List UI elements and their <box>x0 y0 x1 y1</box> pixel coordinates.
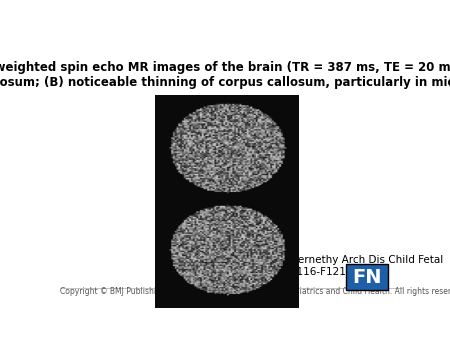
Text: R W I Cooke, and L J Abernethy Arch Dis Child Fetal
Neonatal Ed 1999;81:F116-F12: R W I Cooke, and L J Abernethy Arch Dis … <box>176 255 443 277</box>
Text: Copyright © BMJ Publishing Group Ltd & Royal College of Paediatrics and Child He: Copyright © BMJ Publishing Group Ltd & R… <box>60 287 450 296</box>
FancyBboxPatch shape <box>346 264 387 290</box>
Text: Sagittal T1 weighted spin echo MR images of the brain (TR = 387 ms, TE = 20 ms):: Sagittal T1 weighted spin echo MR images… <box>0 62 450 89</box>
Text: FN: FN <box>352 268 382 287</box>
